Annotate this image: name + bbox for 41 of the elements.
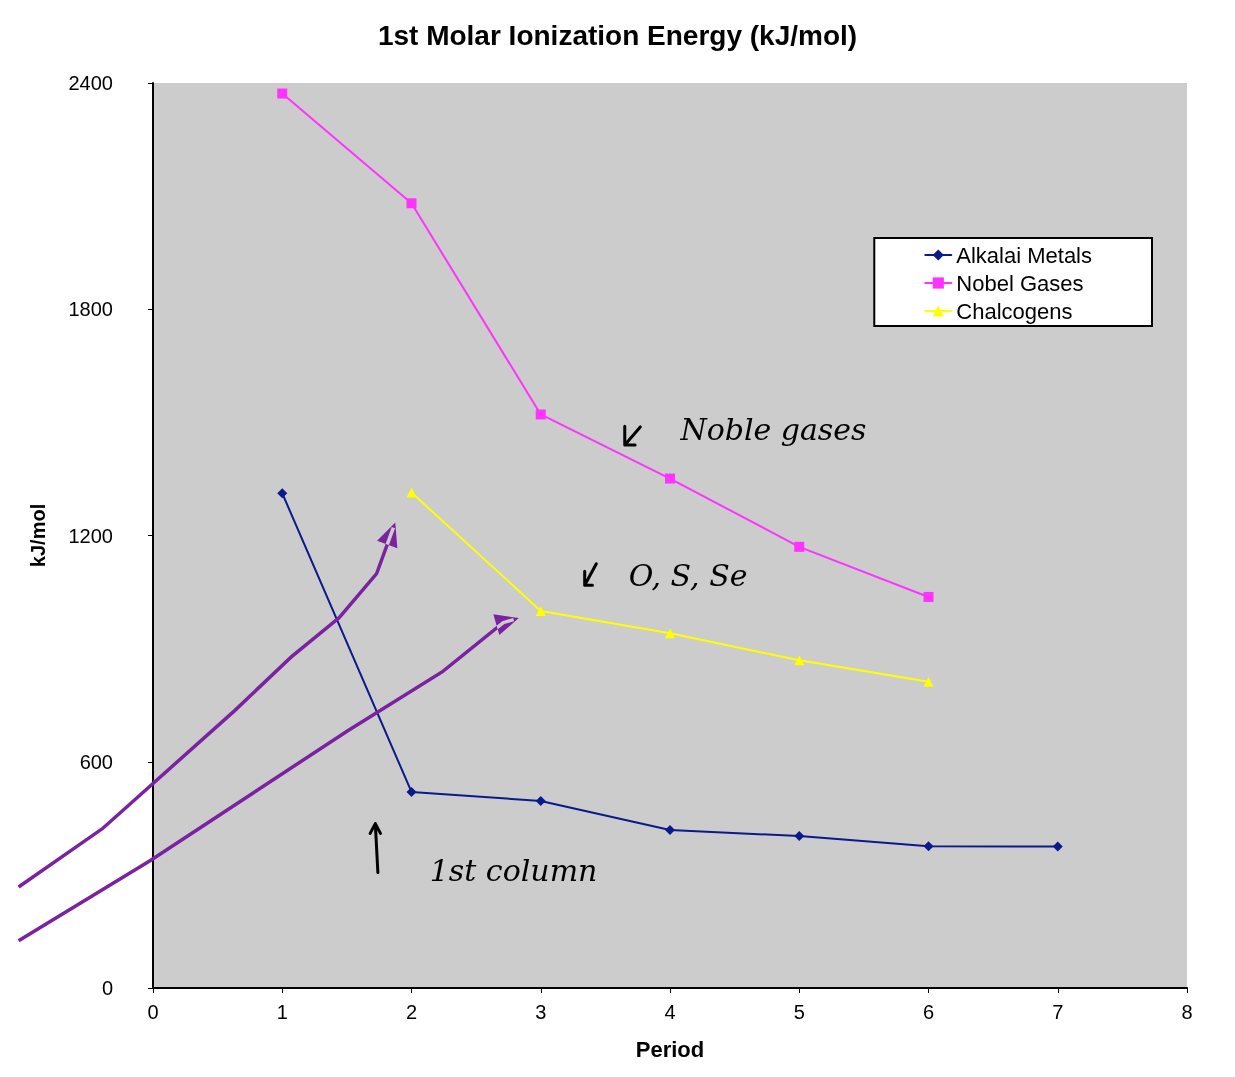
point xyxy=(1052,841,1063,852)
chart-title: 1st Molar Ionization Energy (kJ/mol) xyxy=(377,19,858,51)
y-tick-label: 2400 xyxy=(68,72,113,94)
point xyxy=(794,831,805,842)
x-axis-title: Period xyxy=(635,1036,705,1062)
legend-label: Nobel Gases xyxy=(956,270,1084,296)
point xyxy=(406,786,417,797)
legend-label: Chalcogens xyxy=(956,298,1073,324)
x-tick-label: 0 xyxy=(147,1001,159,1023)
point xyxy=(277,488,288,499)
legend-label: Alkalai Metals xyxy=(956,242,1092,268)
point xyxy=(923,841,934,852)
point xyxy=(665,473,675,484)
point xyxy=(535,795,546,806)
y-axis-title: kJ/mol xyxy=(27,503,49,568)
annotation: 1st column xyxy=(429,852,598,888)
y-tick-label: 600 xyxy=(79,750,113,773)
point xyxy=(535,409,546,420)
point xyxy=(535,605,546,616)
x-tick-label: 7 xyxy=(1052,1001,1064,1023)
point xyxy=(665,628,675,639)
annotation: O, S, Se xyxy=(628,558,748,594)
annotation: Noble gases xyxy=(679,411,867,447)
y-tick-label: 0 xyxy=(101,977,113,999)
x-tick-label: 6 xyxy=(922,1001,935,1023)
point xyxy=(923,591,934,602)
x-tick-label: 3 xyxy=(535,1001,547,1023)
x-tick-label: 4 xyxy=(664,1001,676,1023)
point xyxy=(923,676,934,687)
point xyxy=(277,88,288,99)
x-tick-label: 8 xyxy=(1181,1001,1193,1023)
y-tick-label: 1200 xyxy=(68,524,113,547)
point xyxy=(665,825,675,835)
x-tick-label: 1 xyxy=(276,1001,288,1023)
x-tick-label: 5 xyxy=(793,1001,805,1023)
x-tick-label: 2 xyxy=(405,1001,418,1023)
point xyxy=(406,198,417,209)
point xyxy=(794,541,805,552)
y-tick-label: 1800 xyxy=(68,298,113,321)
point xyxy=(794,655,805,666)
point xyxy=(406,487,417,498)
